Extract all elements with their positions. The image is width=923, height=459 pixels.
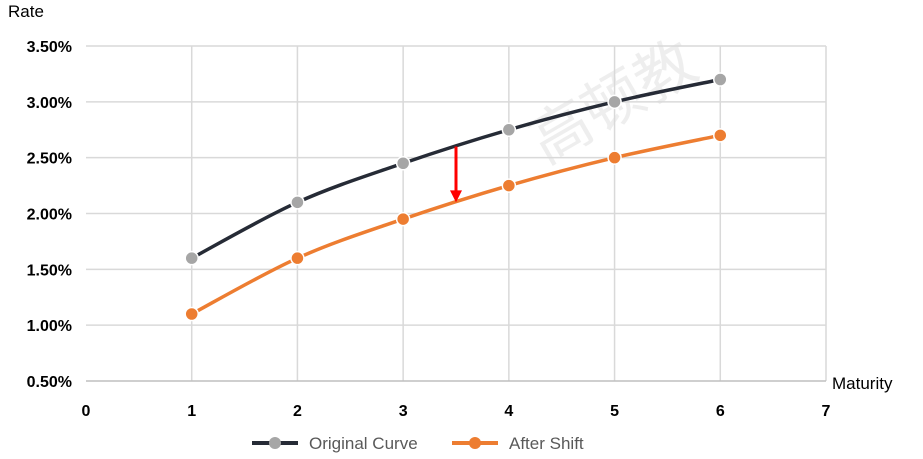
y-axis-title: Rate bbox=[8, 2, 44, 21]
data-point-after-shift bbox=[184, 306, 199, 322]
arrow-head bbox=[450, 190, 462, 203]
data-point-original-curve bbox=[607, 94, 622, 110]
grid bbox=[86, 45, 827, 382]
legend-marker-after-shift bbox=[469, 437, 481, 449]
x-tick-label: 5 bbox=[610, 403, 619, 420]
y-tick-label: 1.00% bbox=[27, 318, 72, 335]
data-point-after-shift bbox=[395, 211, 411, 227]
legend-item-original-curve: Original Curve bbox=[252, 434, 418, 453]
y-tick-label: 2.00% bbox=[27, 207, 72, 224]
shift-arrow bbox=[450, 146, 462, 203]
data-point-after-shift bbox=[713, 128, 728, 143]
data-point-after-shift bbox=[290, 250, 305, 266]
series-original-curve bbox=[184, 72, 728, 266]
y-tick-label: 1.50% bbox=[27, 262, 72, 279]
data-point-original-curve bbox=[501, 122, 517, 137]
legend-item-after-shift: After Shift bbox=[452, 434, 584, 453]
legend-marker-original-curve bbox=[269, 437, 281, 449]
x-tick-label: 7 bbox=[822, 403, 831, 420]
y-axis-ticks: 0.50% 1.00% 1.50% 2.00% 2.50% 3.00% 3.50% bbox=[27, 39, 72, 391]
y-tick-label: 3.00% bbox=[27, 95, 72, 112]
x-axis-title: Maturity bbox=[832, 374, 893, 393]
legend-label-after-shift: After Shift bbox=[509, 434, 584, 453]
data-point-original-curve bbox=[290, 195, 305, 210]
x-tick-label: 2 bbox=[293, 403, 302, 420]
x-tick-label: 4 bbox=[504, 403, 513, 420]
y-tick-label: 0.50% bbox=[27, 374, 72, 391]
data-point-original-curve bbox=[713, 72, 728, 87]
x-tick-label: 0 bbox=[82, 403, 91, 420]
data-point-original-curve bbox=[184, 250, 199, 266]
data-point-original-curve bbox=[395, 156, 411, 171]
y-tick-label: 2.50% bbox=[27, 151, 72, 168]
x-tick-label: 6 bbox=[716, 403, 725, 420]
y-tick-label: 3.50% bbox=[27, 39, 72, 56]
x-tick-label: 1 bbox=[187, 403, 196, 420]
data-point-after-shift bbox=[607, 150, 622, 165]
data-point-after-shift bbox=[501, 178, 517, 193]
x-axis-ticks: 0 1 2 3 4 5 6 7 bbox=[82, 403, 831, 420]
legend: Original Curve After Shift bbox=[252, 434, 584, 453]
legend-label-original-curve: Original Curve bbox=[309, 434, 418, 453]
x-tick-label: 3 bbox=[399, 403, 408, 420]
series-line-original-curve bbox=[190, 77, 721, 260]
